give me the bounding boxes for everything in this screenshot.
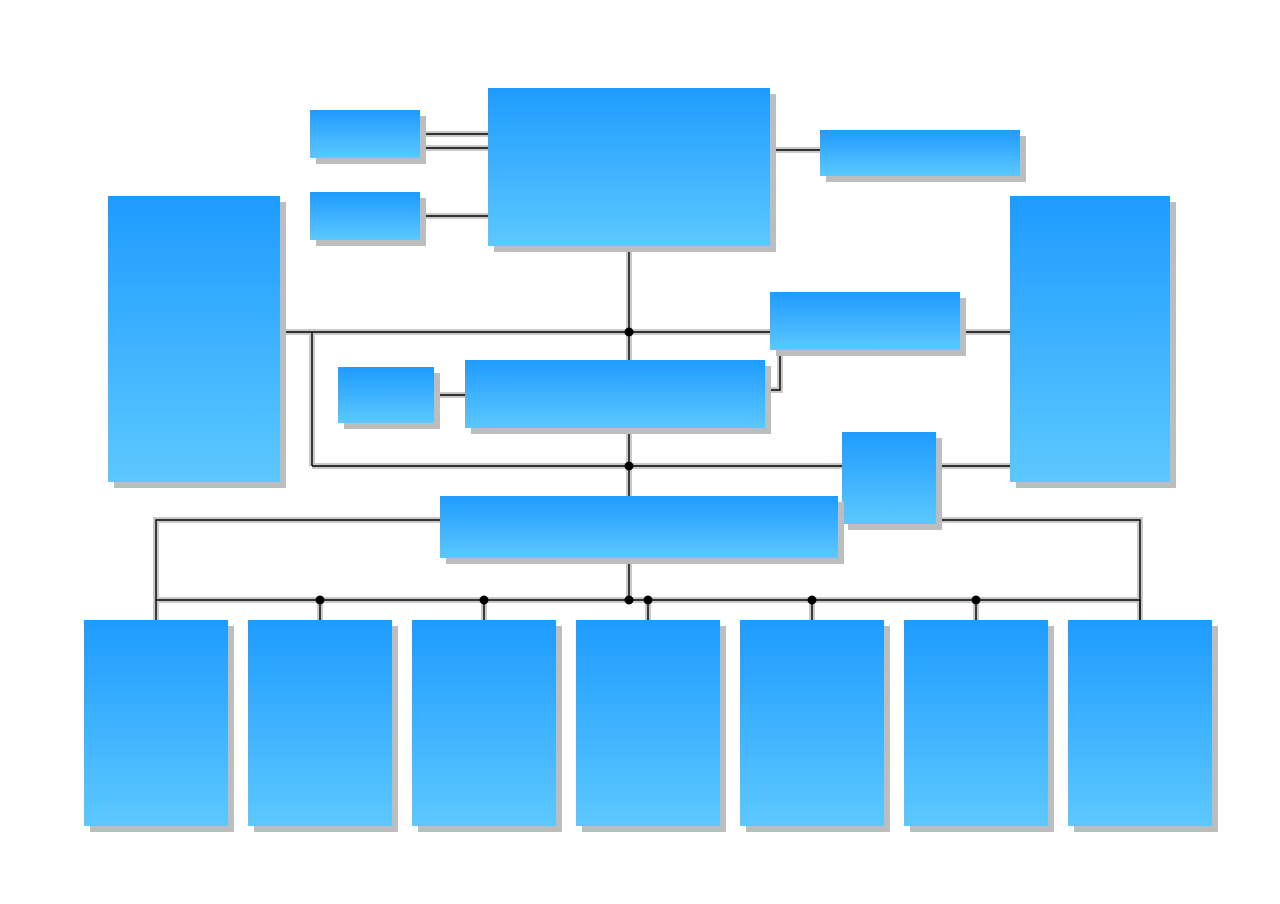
node-wide-bar <box>440 496 838 558</box>
node-top-center <box>488 88 770 246</box>
node-leaf-1 <box>84 620 228 826</box>
node-mid-small-left <box>338 367 434 423</box>
node-mid-right-bar <box>770 292 960 350</box>
node-mid-square <box>842 432 936 524</box>
node-leaf-2 <box>248 620 392 826</box>
node-leaf-3 <box>412 620 556 826</box>
node-top-small-1 <box>310 110 420 158</box>
node-top-right-bar <box>820 130 1020 176</box>
node-leaf-5 <box>740 620 884 826</box>
org-chart-diagram <box>0 0 1280 904</box>
node-leaf-6 <box>904 620 1048 826</box>
node-right-tall <box>1010 196 1170 482</box>
node-leaf-7 <box>1068 620 1212 826</box>
node-left-tall <box>108 196 280 482</box>
node-top-small-2 <box>310 192 420 240</box>
node-mid-center-bar <box>465 360 765 428</box>
node-leaf-4 <box>576 620 720 826</box>
